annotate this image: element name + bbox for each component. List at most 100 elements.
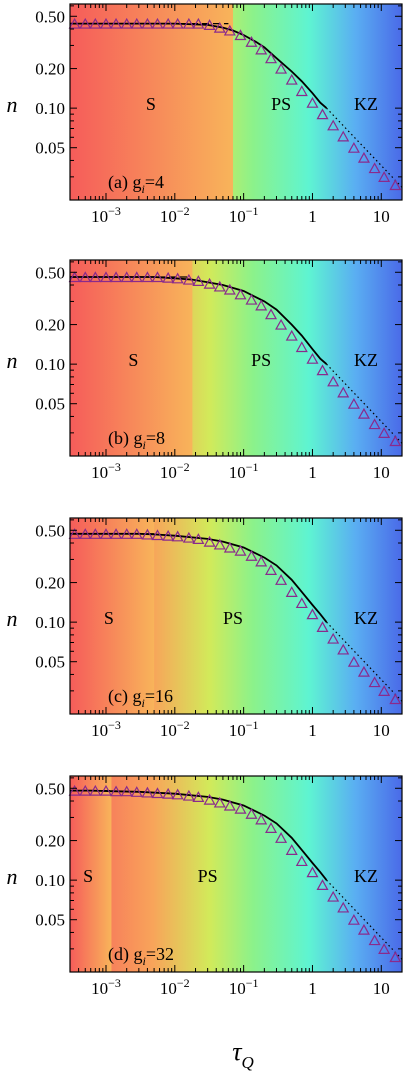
y-axis-label: n: [7, 606, 18, 631]
data-point-triangle: [295, 855, 308, 867]
x-tick-label-base: 10: [91, 721, 108, 740]
x-tick-label-exponent: −1: [246, 718, 259, 732]
data-point-triangle: [389, 693, 402, 705]
panel-label-value: =32: [146, 944, 174, 964]
data-point-triangle: [368, 162, 381, 174]
data-point-triangle: [89, 17, 102, 29]
x-tick-label: 1: [308, 463, 317, 482]
x-tick-label-base: 10: [373, 463, 390, 482]
data-point-triangle: [89, 784, 102, 796]
x-tick-label-base: 10: [91, 207, 108, 226]
data-point-triangle: [327, 119, 340, 131]
x-tick-label-base: 10: [373, 979, 390, 998]
data-point-triangle: [265, 308, 278, 320]
data-point-triangle: [182, 531, 195, 543]
data-point-triangle: [275, 318, 288, 330]
panel-background: [70, 776, 402, 972]
x-tick-label: 10: [373, 721, 390, 740]
panel-label-value: =4: [145, 172, 164, 192]
x-tick-label-base: 1: [308, 207, 317, 226]
series-line-dotted: [326, 621, 403, 702]
x-tick-label-base: 10: [229, 207, 246, 226]
data-point-triangle: [99, 271, 113, 283]
panel-frame: [69, 259, 403, 457]
data-point-triangle: [99, 528, 113, 539]
data-point-triangle: [203, 277, 216, 289]
data-point-triangle: [234, 802, 247, 814]
data-point-triangle: [162, 17, 175, 29]
panel-label: (b) gi=8: [108, 428, 165, 452]
data-point-triangle: [192, 533, 205, 544]
x-tick-label: 10−3: [91, 718, 121, 740]
x-tick-label-base: 10: [229, 463, 246, 482]
data-point-triangle: [295, 85, 308, 97]
data-point-triangle: [337, 901, 350, 913]
data-point-triangle: [162, 529, 175, 541]
data-point-triangle: [223, 283, 236, 295]
x-tick-label-base: 10: [373, 207, 390, 226]
data-point-triangle: [110, 528, 123, 539]
data-point-triangle: [120, 785, 133, 797]
data-point-triangle: [378, 427, 391, 438]
data-point-triangle: [255, 555, 268, 567]
data-point-triangle: [357, 151, 370, 163]
data-point-triangle: [316, 621, 329, 632]
data-point-triangle: [389, 951, 402, 963]
data-point-triangle: [182, 789, 195, 801]
data-point-triangle: [141, 271, 154, 283]
data-point-triangle: [378, 685, 391, 696]
data-point-triangle: [151, 271, 164, 283]
y-tick-label: 0.20: [35, 316, 65, 335]
data-point-triangle: [255, 43, 268, 55]
x-tick-label-base: 10: [373, 721, 390, 740]
y-tick-label: 0.50: [35, 263, 65, 282]
region-label-kz: KZ: [354, 350, 378, 370]
data-point-triangle: [130, 528, 143, 539]
data-point-triangle: [306, 352, 319, 364]
data-point-triangle: [203, 19, 216, 30]
x-tick-label-exponent: −1: [246, 460, 259, 474]
x-tick-label: 10−3: [91, 460, 121, 482]
x-tick-label: 10: [373, 979, 390, 998]
series-line-solid: [70, 532, 328, 623]
data-point-triangle: [162, 271, 175, 283]
data-point-triangle: [316, 879, 329, 890]
data-point-triangle: [245, 808, 258, 819]
x-tick-label: 10−1: [229, 460, 259, 482]
x-tick-label: 10: [373, 207, 390, 226]
series-line-dotted: [326, 107, 403, 188]
x-tick-label-base: 10: [160, 463, 177, 482]
data-point-triangle: [368, 676, 381, 688]
data-point-triangle: [99, 784, 113, 796]
x-tick-label-base: 10: [160, 207, 177, 226]
y-tick-label: 0.05: [35, 911, 65, 930]
y-tick-label: 0.10: [35, 871, 65, 890]
data-point-triangle: [357, 923, 370, 935]
region-label-ps: PS: [271, 94, 291, 114]
data-point-triangle: [295, 597, 308, 609]
data-point-triangle: [378, 943, 391, 954]
y-tick-label: 0.10: [35, 99, 65, 118]
data-point-triangle: [265, 822, 278, 833]
panel-label-value: =16: [145, 686, 173, 706]
x-tick-label: 10−1: [229, 718, 259, 740]
data-point-triangle: [151, 17, 164, 29]
region-label-s: S: [104, 608, 114, 628]
region-label-ps: PS: [198, 866, 218, 886]
data-point-triangle: [141, 528, 154, 540]
data-point-triangle: [120, 271, 133, 283]
data-point-triangle: [79, 17, 92, 29]
data-point-triangle: [357, 407, 370, 419]
y-tick-label: 0.10: [35, 613, 65, 632]
panel-label-subscript: i: [141, 182, 144, 196]
data-point-triangle: [110, 785, 123, 797]
x-tick-label-base: 1: [308, 721, 317, 740]
data-point-triangle: [255, 813, 268, 825]
x-tick-label: 10−2: [160, 976, 190, 998]
region-label-kz: KZ: [354, 94, 378, 114]
data-point-triangle: [316, 364, 329, 376]
data-point-triangle: [141, 17, 154, 29]
data-point-triangle: [306, 608, 319, 620]
data-point-triangle: [151, 529, 164, 541]
